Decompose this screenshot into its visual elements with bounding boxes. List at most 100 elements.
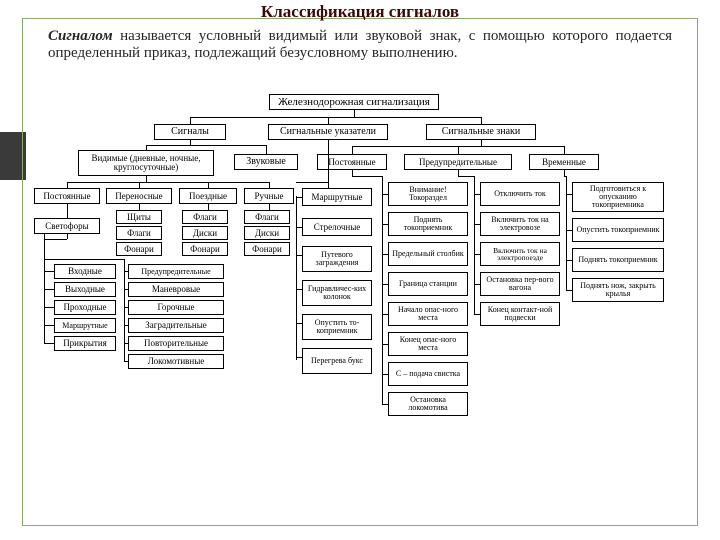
node-fonari2: Фонари: [182, 242, 228, 256]
node-fonari3: Фонари: [244, 242, 290, 256]
node-v_ruch: Ручные: [244, 188, 294, 204]
edge: [296, 357, 302, 358]
edge: [458, 176, 474, 177]
edge: [44, 239, 67, 240]
node-pr4: Остановка пер-вого вагона: [480, 272, 560, 296]
node-flagi2: Флаги: [182, 210, 228, 224]
edge: [67, 182, 68, 188]
node-flagi1: Флаги: [116, 226, 162, 240]
node-v_peren: Переносные: [106, 188, 172, 204]
node-diski2: Диски: [244, 226, 290, 240]
node-sv6: Предупредительные: [128, 264, 224, 279]
edge: [354, 110, 355, 117]
node-sv10: Повторительные: [128, 336, 224, 351]
edge: [266, 145, 267, 154]
edge: [296, 182, 328, 183]
edge: [382, 176, 383, 404]
edge: [474, 176, 475, 314]
edge: [124, 289, 128, 290]
node-ind4: Гидравличес-ких колонок: [302, 280, 372, 306]
edge: [190, 117, 481, 118]
edge: [44, 259, 124, 260]
node-indic: Сигнальные указатели: [268, 124, 388, 140]
edge: [296, 227, 302, 228]
node-s_vrem: Временные: [529, 154, 599, 170]
edge: [124, 343, 128, 344]
edge: [328, 140, 329, 188]
edge: [328, 117, 329, 124]
edge: [382, 374, 388, 375]
node-sv8: Горочные: [128, 300, 224, 315]
edge: [296, 289, 302, 290]
node-pr5: Конец контакт-ной подвески: [480, 302, 560, 326]
edge: [474, 224, 480, 225]
node-ind1: Маршрутные: [302, 188, 372, 206]
node-zp7: С – подача свистка: [388, 362, 468, 386]
node-ind5: Опустить то-коприемник: [302, 314, 372, 340]
node-sv9: Заградительные: [128, 318, 224, 333]
node-visible: Видимые (дневные, ночные, круглосуточные…: [78, 150, 214, 176]
edge: [382, 404, 388, 405]
edge: [44, 271, 54, 272]
edge: [124, 361, 128, 362]
edge: [296, 255, 302, 256]
edge: [124, 325, 128, 326]
edge: [382, 254, 388, 255]
node-v_poezd: Поездные: [179, 188, 237, 204]
node-fonari1: Фонари: [116, 242, 162, 256]
edge: [566, 194, 572, 195]
edge: [190, 117, 191, 124]
definition-body: называется условный видимый или звуковой…: [48, 28, 672, 61]
edge: [566, 260, 572, 261]
node-sv11: Локомотивные: [128, 354, 224, 369]
edge: [269, 182, 270, 188]
definition-term: Сигналом: [48, 28, 113, 44]
edge: [67, 182, 269, 183]
edge: [67, 234, 68, 239]
node-sv2: Выходные: [54, 282, 116, 297]
edge: [296, 196, 297, 360]
edge: [481, 117, 482, 124]
node-zp4: Граница станции: [388, 272, 468, 296]
edge: [352, 176, 382, 177]
edge: [208, 182, 209, 188]
edge: [139, 204, 140, 210]
node-pr1: Отключить ток: [480, 182, 560, 206]
edge: [139, 182, 140, 188]
edge: [296, 197, 302, 198]
edge: [564, 146, 565, 154]
node-signals: Сигналы: [154, 124, 226, 140]
classification-diagram: Железнодорожная сигнализация Сигналы Сигна…: [34, 94, 698, 526]
edge: [67, 204, 68, 218]
edge: [352, 146, 353, 154]
node-diski: Диски: [182, 226, 228, 240]
node-root: Железнодорожная сигнализация: [269, 94, 439, 110]
edge: [44, 343, 54, 344]
node-svetofor: Светофоры: [34, 218, 100, 234]
edge: [458, 146, 459, 154]
edge: [124, 271, 128, 272]
edge: [44, 289, 54, 290]
node-pr2: Включить ток на электровозе: [480, 212, 560, 236]
node-zp8: Остановка локомотива: [388, 392, 468, 416]
edge: [44, 307, 54, 308]
node-sv3: Проходные: [54, 300, 116, 315]
node-flagi3: Флаги: [244, 210, 290, 224]
edge: [474, 314, 480, 315]
node-shit: Щиты: [116, 210, 162, 224]
edge: [146, 145, 266, 146]
edge: [124, 307, 128, 308]
node-vr3: Поднять токоприемник: [572, 248, 664, 272]
node-zp2: Поднять токоприемник: [388, 212, 468, 236]
node-sv1: Входные: [54, 264, 116, 279]
node-sv5: Прикрытия: [54, 336, 116, 351]
edge: [382, 344, 388, 345]
node-ind6: Перегрева букс: [302, 348, 372, 374]
node-ind2: Стрелочные: [302, 218, 372, 236]
node-vr1: Подготовиться к опусканию токоприемника: [572, 182, 664, 212]
node-vr2: Опустить токоприемник: [572, 218, 664, 242]
edge: [208, 204, 209, 210]
node-sv7: Маневровые: [128, 282, 224, 297]
node-pr3: Включить ток на электропоезде: [480, 242, 560, 266]
edge: [382, 314, 388, 315]
